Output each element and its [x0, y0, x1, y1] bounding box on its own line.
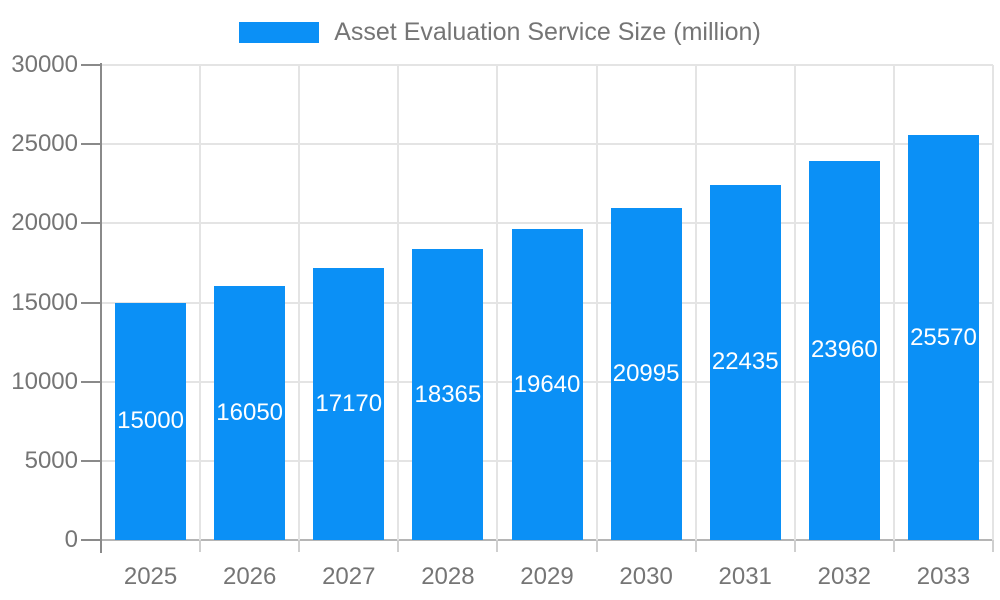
legend-swatch — [239, 22, 320, 43]
bar-value-label: 25570 — [910, 323, 977, 351]
v-gridline — [298, 65, 301, 540]
x-tick — [892, 540, 895, 552]
x-axis-label: 2030 — [619, 563, 673, 590]
x-axis-label: 2028 — [421, 563, 475, 590]
y-axis-label: 5000 — [24, 446, 78, 474]
x-axis-label: 2029 — [520, 563, 574, 590]
legend-label: Asset Evaluation Service Size (million) — [334, 18, 761, 46]
x-baseline — [101, 539, 993, 541]
v-gridline — [892, 65, 895, 540]
bar-value-label: 18365 — [414, 380, 482, 408]
x-axis-label: 2026 — [222, 563, 277, 590]
bar-value-label: 15000 — [117, 407, 184, 435]
x-tick — [496, 540, 499, 552]
h-gridline — [101, 222, 993, 225]
y-axis-label: 30000 — [11, 51, 78, 78]
bar — [412, 249, 484, 540]
x-tick — [595, 540, 598, 552]
x-axis-label: 2032 — [817, 563, 872, 590]
v-gridline — [199, 65, 202, 540]
y-axis-line — [100, 63, 102, 553]
v-gridline — [595, 65, 598, 540]
bar-value-label: 23960 — [810, 336, 878, 364]
y-axis-label: 20000 — [11, 209, 78, 237]
y-tick — [81, 143, 101, 146]
y-axis-label: 15000 — [11, 288, 78, 316]
v-gridline — [992, 65, 994, 540]
bar-value-label: 16050 — [216, 398, 284, 426]
bar-value-label: 22435 — [711, 348, 779, 376]
x-tick — [793, 540, 796, 552]
x-tick — [298, 540, 301, 552]
y-tick — [81, 64, 101, 66]
x-axis-label: 2027 — [322, 563, 376, 590]
legend: Asset Evaluation Service Size (million) — [0, 18, 1000, 47]
x-axis-label: 2031 — [718, 563, 772, 590]
x-tick — [397, 540, 400, 552]
y-tick — [81, 459, 101, 462]
bar — [808, 160, 880, 540]
h-gridline — [101, 64, 993, 66]
y-tick — [81, 222, 101, 225]
x-axis-label: 2025 — [123, 563, 178, 590]
bar — [511, 229, 583, 540]
bar-value-label: 20995 — [612, 359, 680, 387]
v-gridline — [496, 65, 499, 540]
y-tick — [81, 380, 101, 383]
y-axis-label: 0 — [64, 526, 78, 553]
bar-value-label: 19640 — [513, 370, 581, 398]
x-axis-label: 2033 — [916, 563, 971, 590]
bar — [115, 302, 187, 540]
x-tick — [694, 540, 697, 552]
y-axis-label: 25000 — [11, 130, 78, 158]
v-gridline — [397, 65, 400, 540]
x-tick — [199, 540, 202, 552]
y-tick — [81, 301, 101, 304]
y-axis-label: 10000 — [11, 367, 78, 395]
bar — [709, 184, 781, 540]
bar — [610, 207, 682, 540]
v-gridline — [694, 65, 697, 540]
h-gridline — [101, 143, 993, 146]
bar — [313, 268, 385, 540]
bar — [214, 285, 286, 540]
bar — [907, 135, 979, 540]
x-tick — [992, 540, 994, 552]
v-gridline — [793, 65, 796, 540]
y-tick — [81, 539, 101, 541]
bar-value-label: 17170 — [315, 390, 383, 418]
